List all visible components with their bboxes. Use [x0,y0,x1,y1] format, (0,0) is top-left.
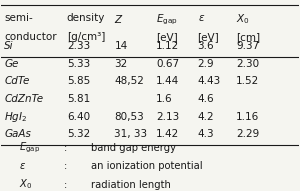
Text: [eV]: [eV] [198,32,219,42]
Text: $E_{\mathrm{gap}}$: $E_{\mathrm{gap}}$ [19,141,40,155]
Text: :: : [64,143,67,153]
Text: 5.33: 5.33 [67,59,90,69]
Text: semi-: semi- [4,13,33,23]
Text: 2.13: 2.13 [156,112,179,122]
Text: 2.30: 2.30 [236,59,259,69]
Text: 1.16: 1.16 [236,112,260,122]
Text: 4.6: 4.6 [198,94,214,104]
Text: :: : [64,161,67,171]
Text: [cm]: [cm] [236,32,260,42]
Text: 5.81: 5.81 [67,94,90,104]
Text: GaAs: GaAs [4,129,31,139]
Text: 2.29: 2.29 [236,129,260,139]
Text: 32: 32 [114,59,128,69]
Text: 4.2: 4.2 [198,112,214,122]
Text: band gap energy: band gap energy [91,143,176,153]
Text: 0.67: 0.67 [156,59,179,69]
Text: [eV]: [eV] [156,32,178,42]
Text: 5.32: 5.32 [67,129,90,139]
Text: $Z$: $Z$ [114,13,124,25]
Text: Si: Si [4,41,14,51]
Text: density: density [67,13,105,23]
Text: radiation length: radiation length [91,180,170,190]
Text: 1.42: 1.42 [156,129,179,139]
Text: 6.40: 6.40 [67,112,90,122]
Text: $\epsilon$: $\epsilon$ [19,161,26,171]
Text: conductor: conductor [4,32,57,42]
Text: $E_{\mathrm{gap}}$: $E_{\mathrm{gap}}$ [156,13,178,27]
Text: $\epsilon$: $\epsilon$ [198,13,205,23]
Text: 1.12: 1.12 [156,41,179,51]
Text: 1.52: 1.52 [236,76,260,86]
Text: :: : [64,180,67,190]
Text: [g/cm³]: [g/cm³] [67,32,105,42]
Text: 5.85: 5.85 [67,76,90,86]
Text: CdTe: CdTe [4,76,30,86]
Text: 48,52: 48,52 [114,76,144,86]
Text: 80,53: 80,53 [114,112,144,122]
Text: an ionization potential: an ionization potential [91,161,202,171]
Text: Ge: Ge [4,59,19,69]
Text: 1.44: 1.44 [156,76,179,86]
Text: $X_0$: $X_0$ [19,178,32,191]
Text: 4.3: 4.3 [198,129,214,139]
Text: $X_0$: $X_0$ [236,13,250,26]
Text: 9.37: 9.37 [236,41,260,51]
Text: CdZnTe: CdZnTe [4,94,44,104]
Text: 31, 33: 31, 33 [114,129,148,139]
Text: 4.43: 4.43 [198,76,221,86]
Text: HgI$_2$: HgI$_2$ [4,110,28,124]
Text: 1.6: 1.6 [156,94,172,104]
Text: 14: 14 [114,41,128,51]
Text: 3.6: 3.6 [198,41,214,51]
Text: 2.33: 2.33 [67,41,90,51]
Text: 2.9: 2.9 [198,59,214,69]
